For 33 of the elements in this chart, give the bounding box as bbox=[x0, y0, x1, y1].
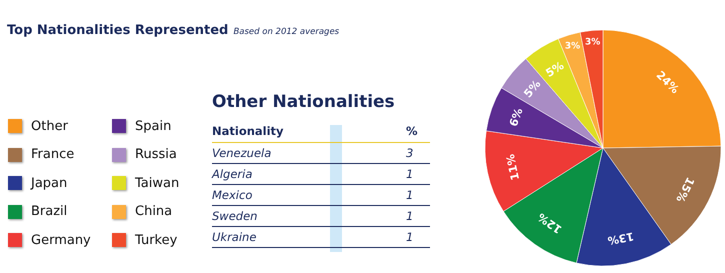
legend-label: Spain bbox=[135, 118, 172, 134]
text: Nationality bbox=[212, 124, 285, 138]
data-label: 11% bbox=[504, 152, 522, 182]
data-label: 1 bbox=[406, 188, 414, 202]
data-label: 3% bbox=[564, 41, 580, 52]
legend-label: Brazil bbox=[31, 204, 68, 220]
text: % bbox=[406, 124, 419, 138]
legend-label: Turkey bbox=[135, 232, 178, 248]
legend-label: Taiwan bbox=[135, 176, 180, 191]
text: Other Nationalities bbox=[212, 92, 396, 114]
data-label: 1 bbox=[406, 209, 414, 223]
legend-label: France bbox=[31, 147, 74, 162]
data-label: 13% bbox=[606, 229, 635, 248]
data-label: 1 bbox=[406, 167, 414, 181]
legend-label: Japan bbox=[31, 176, 68, 191]
data-label: 3 bbox=[406, 146, 414, 160]
category-label: Ukraine bbox=[212, 230, 258, 244]
data-label: 1 bbox=[406, 230, 414, 244]
category-label: Venezuela bbox=[212, 146, 272, 160]
category-label: Sweden bbox=[212, 209, 258, 223]
legend-label: Other bbox=[31, 118, 68, 134]
legend-label: Germany bbox=[31, 232, 91, 248]
chart-subtitle: Based on 2012 averages bbox=[233, 27, 340, 37]
legend-label: Russia bbox=[135, 147, 177, 162]
data-label: 6% bbox=[506, 106, 526, 128]
data-label: 5% bbox=[521, 78, 544, 100]
category-label: Algeria bbox=[212, 167, 254, 181]
category-label: Mexico bbox=[212, 188, 254, 202]
data-label: 5% bbox=[543, 59, 566, 80]
chart-title: Top Nationalities Represented bbox=[7, 23, 228, 38]
data-label: 15% bbox=[673, 174, 697, 204]
data-label: 3% bbox=[585, 37, 600, 48]
legend-label: China bbox=[135, 204, 172, 220]
